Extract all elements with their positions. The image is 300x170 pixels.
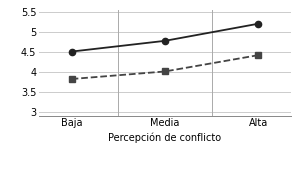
X-axis label: Percepción de conflicto: Percepción de conflicto — [108, 133, 222, 143]
